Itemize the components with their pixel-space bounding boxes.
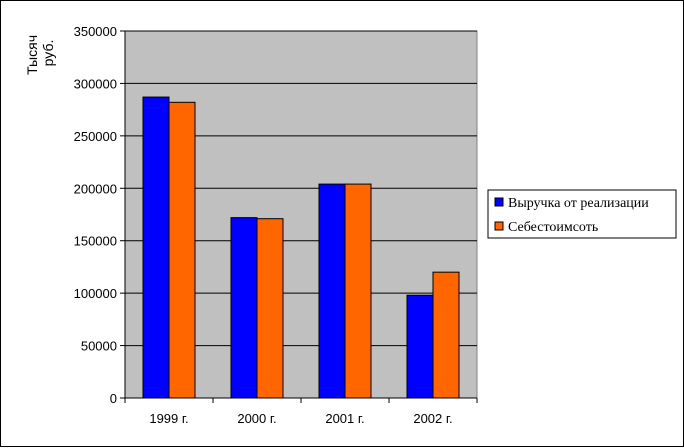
x-tick-label: 2001 г.: [325, 411, 364, 426]
x-tick-label: 2002 г.: [413, 411, 452, 426]
legend-swatch-revenue: [494, 197, 504, 207]
bar-cost: [432, 271, 460, 399]
bar-cost: [256, 218, 284, 399]
bar-revenue: [406, 294, 434, 399]
bar-revenue: [230, 217, 258, 399]
bars: [142, 96, 460, 399]
x-axis: 1999 г. 2000 г. 2001 г. 2002 г.: [124, 397, 478, 426]
y-axis-label: Тысяч руб.: [24, 31, 56, 75]
y-tick-label: 50000: [81, 339, 117, 354]
y-tick-label: 350000: [74, 24, 117, 39]
y-tick-label: 100000: [74, 286, 117, 301]
y-tick-label: 0: [110, 391, 117, 406]
bar-revenue: [142, 96, 170, 399]
y-tick-label: 150000: [74, 234, 117, 249]
y-tick-label: 300000: [74, 76, 117, 91]
y-axis-label-line-2: руб.: [40, 40, 56, 67]
x-tick-label: 1999 г.: [149, 411, 188, 426]
bar-cost: [168, 101, 196, 399]
x-tick-label: 2000 г.: [237, 411, 276, 426]
y-tick-label: 250000: [74, 129, 117, 144]
y-tick-label: 200000: [74, 181, 117, 196]
y-axis: 0 50000 100000 150000 200000 250000 300000 3500…: [74, 24, 126, 406]
y-axis-label-line-1: Тысяч: [24, 35, 40, 75]
bar-cost: [344, 183, 372, 399]
legend-swatch-cost: [494, 221, 504, 231]
legend: Выручка от реализации Себестоимсоть: [487, 189, 677, 239]
legend-box: [487, 189, 677, 239]
legend-label-cost: Себестоимсоть: [508, 220, 598, 235]
bar-revenue: [318, 183, 346, 399]
legend-label-revenue: Выручка от реализации: [508, 196, 649, 211]
